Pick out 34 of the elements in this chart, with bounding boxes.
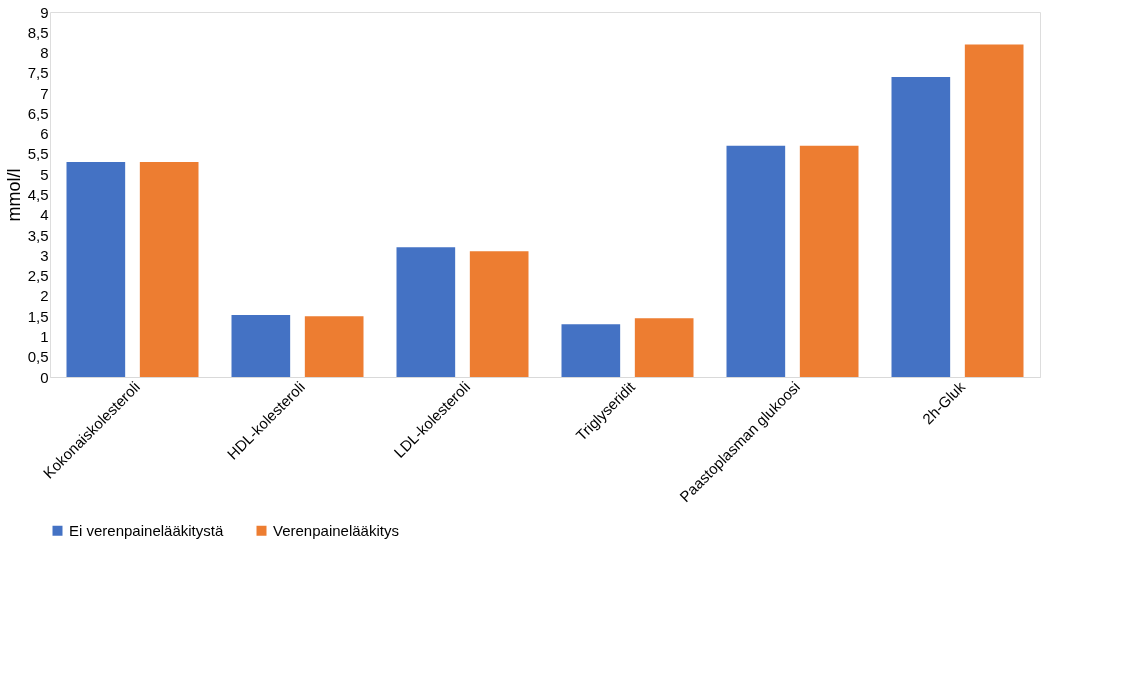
bar [799,145,859,377]
bar [634,318,694,377]
legend-label: Ei verenpainelääkitystä [69,521,224,539]
bar [231,314,291,377]
y-tick-label: 0 [40,368,49,386]
y-tick-label: 1 [40,327,49,345]
y-tick-label: 6,5 [27,104,49,122]
y-tick-label: 4 [40,206,49,224]
y-tick-label: 6 [40,125,49,143]
y-tick-label: 5 [40,165,49,183]
bar [561,324,621,377]
y-tick-label: 8,5 [27,23,49,41]
y-tick-label: 0,5 [27,348,49,366]
legend-label: Verenpainelääkitys [273,521,399,539]
y-tick-label: 3 [40,246,49,264]
y-axis-title: mmol/l [3,168,24,222]
bar [396,247,456,377]
y-tick-label: 7,5 [27,64,49,82]
y-tick-label: 3,5 [27,226,49,244]
y-tick-label: 4,5 [27,186,49,203]
bar [139,162,199,377]
bar [66,162,126,377]
y-tick-label: 8 [40,44,49,62]
y-tick-label: 2,5 [27,267,49,285]
y-tick-label: 7 [40,84,49,102]
bar [964,44,1024,377]
y-tick-label: 5,5 [27,145,49,163]
bar [891,76,951,377]
bar [304,316,364,377]
y-tick-label: 2 [40,287,49,305]
bar [726,145,786,377]
y-tick-label: 1,5 [27,307,49,325]
bar [469,251,529,377]
y-tick-label: 9 [40,3,49,21]
